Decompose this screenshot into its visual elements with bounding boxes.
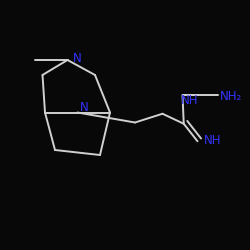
Text: NH: NH — [204, 134, 221, 146]
Text: NH: NH — [181, 94, 199, 106]
Text: N: N — [72, 52, 81, 65]
Text: NH₂: NH₂ — [220, 90, 242, 103]
Text: N: N — [80, 101, 89, 114]
